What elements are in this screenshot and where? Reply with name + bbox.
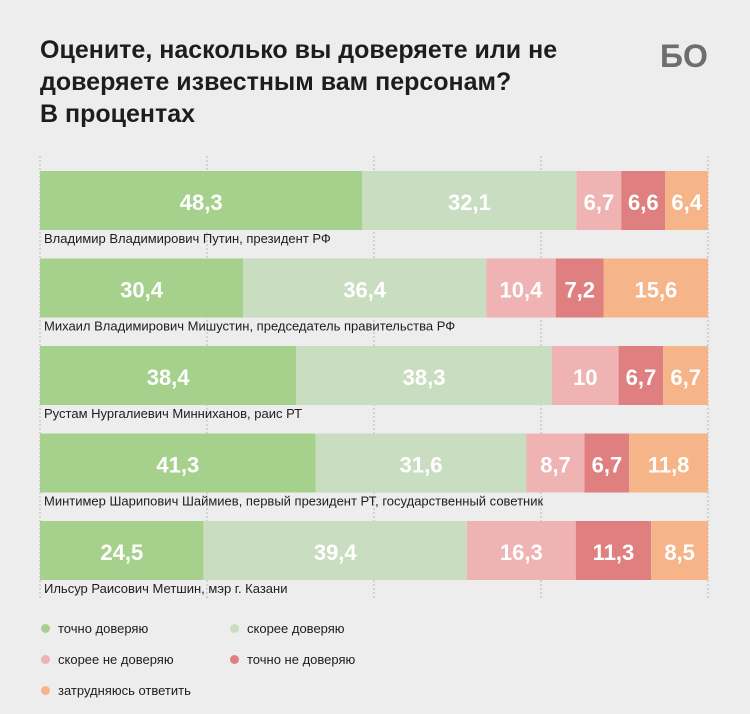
bar-value-label: 38,3 (403, 365, 446, 390)
legend-item: скорее не доверяю (41, 652, 174, 667)
bar-segment (40, 346, 297, 405)
legend-swatch (41, 624, 50, 633)
bar-segment (466, 521, 576, 580)
bar-value-label: 10,4 (500, 278, 544, 303)
legend-swatch (230, 655, 239, 664)
bar-value-label: 15,6 (634, 278, 677, 303)
bar-value-label: 6,7 (592, 453, 623, 478)
legend-swatch (41, 686, 50, 695)
bar-value-label: 10 (573, 365, 597, 390)
bar-value-label: 36,4 (343, 278, 387, 303)
legend-item: скорее доверяю (230, 621, 345, 636)
category-label: Ильсур Раисович Метшин, мэр г. Казани (44, 581, 287, 596)
bar-value-label: 11,8 (648, 453, 690, 478)
legend-item: точно не доверяю (230, 652, 355, 667)
legend-swatch (41, 655, 50, 664)
chart-title-line-1: Оцените, насколько вы доверяете или не (40, 36, 558, 64)
bar-segment (40, 258, 244, 318)
bar-segment (621, 171, 666, 230)
bar-value-label: 6,7 (670, 365, 701, 390)
bar-segment (629, 433, 708, 493)
bar-value-label: 32,1 (448, 190, 491, 215)
bo-logo: БО (660, 38, 708, 72)
bar-value-label: 41,3 (156, 453, 199, 478)
category-label: Минтимер Шарипович Шаймиев, первый прези… (44, 494, 543, 509)
bar-value-label: 38,4 (147, 365, 191, 390)
bar-segment (40, 171, 363, 230)
legend-label: скорее доверяю (247, 621, 345, 636)
legend-item: затрудняюсь ответить (41, 683, 191, 698)
bar-segment (40, 521, 204, 580)
legend-label: точно не доверяю (247, 652, 356, 667)
bar-segment (555, 258, 604, 318)
bar-segment (663, 346, 708, 405)
bar-segment (665, 171, 708, 230)
bar-segment (618, 346, 664, 405)
bar-value-label: 8,5 (664, 540, 695, 565)
bar-segment (362, 171, 577, 230)
bar-value-label: 24,5 (100, 540, 143, 565)
bar-segment (603, 258, 708, 318)
bar-segment (551, 346, 619, 405)
category-label: Михаил Владимирович Мишустин, председате… (44, 319, 455, 334)
legend-label: затрудняюсь ответить (58, 683, 191, 698)
bar-segment (243, 258, 487, 318)
bar-value-label: 8,7 (540, 453, 571, 478)
legend-label: точно доверяю (58, 621, 149, 636)
chart-title: Оцените, насколько вы доверяете или не д… (40, 34, 640, 130)
bar-segment (315, 433, 527, 493)
bar-value-label: 39,4 (314, 540, 358, 565)
bar-value-label: 30,4 (120, 278, 164, 303)
bar-value-label: 11,3 (593, 540, 635, 565)
bar-segment (526, 433, 585, 493)
category-label: Владимир Владимирович Путин, президент Р… (44, 231, 331, 246)
bar-value-label: 48,3 (180, 190, 223, 215)
bar-value-label: 31,6 (400, 453, 443, 478)
chart-title-line-3: В процентах (40, 100, 196, 128)
bar-value-label: 6,6 (628, 190, 659, 215)
bar-segment (576, 171, 622, 230)
category-label: Рустам Нургалиевич Минниханов, раис РТ (44, 406, 302, 421)
bar-segment (651, 521, 708, 580)
bar-segment (203, 521, 467, 580)
bar-segment (296, 346, 552, 405)
legend-label: скорее не доверяю (58, 652, 174, 667)
bar-value-label: 6,7 (584, 190, 615, 215)
legend-item: точно доверяю (41, 621, 148, 636)
bar-value-label: 6,7 (626, 365, 657, 390)
bo-logo-text: БО (660, 38, 708, 72)
bar-value-label: 7,2 (564, 278, 595, 303)
bar-segment (40, 433, 316, 493)
bar-value-label: 16,3 (500, 540, 543, 565)
chart-title-line-2: доверяете известным вам персонам? (40, 68, 512, 96)
legend-swatch (230, 624, 239, 633)
bar-segment (486, 258, 556, 318)
bar-value-label: 6,4 (671, 190, 702, 215)
bar-segment (575, 521, 652, 580)
bar-segment (584, 433, 630, 493)
